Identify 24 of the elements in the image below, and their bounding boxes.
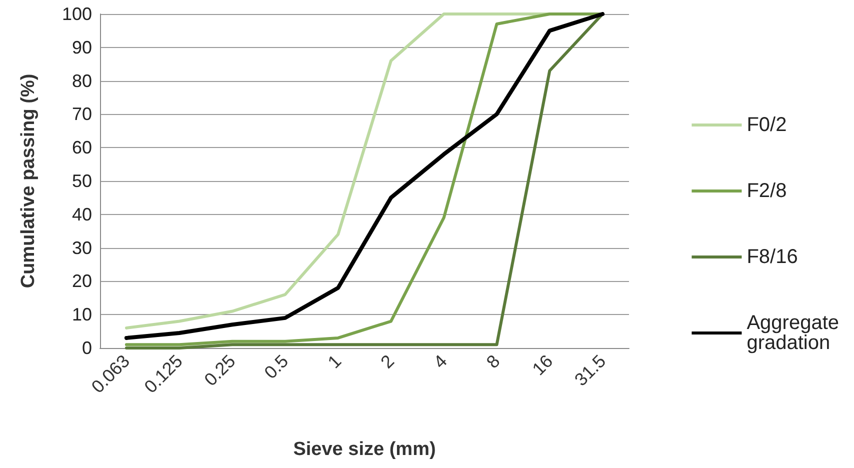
y-tick-label: 30 [72,238,92,258]
y-tick-label: 60 [72,138,92,158]
x-tick-label: 4 [430,350,451,372]
y-tick-label: 70 [72,104,92,124]
x-tick-label: 1 [324,350,346,372]
y-tick-label: 0 [82,338,92,358]
y-tick-label: 20 [72,271,92,292]
x-tick-label: 2 [376,350,398,372]
x-axis-title: Sieve size (mm) [293,439,436,460]
y-tick-label: 100 [62,4,92,24]
legend-label: F0/2 [746,114,787,136]
x-tick-label: 16 [528,350,557,380]
y-tick-label: 90 [72,37,92,58]
legend-label: F8/16 [746,246,798,268]
y-tick-label: 50 [72,171,92,191]
x-tick-label: 8 [482,350,504,372]
x-tick-label: 0.5 [260,350,292,383]
y-axis-title: Cumulative passing (%) [18,74,39,288]
legend-label: Aggregate gradation [746,312,839,354]
y-tick-label: 40 [72,204,92,224]
legend-label: F2/8 [746,180,787,202]
y-tick-label: 10 [72,304,92,325]
x-tick-label: 0.25 [200,350,240,390]
y-tick-label: 80 [72,70,92,91]
